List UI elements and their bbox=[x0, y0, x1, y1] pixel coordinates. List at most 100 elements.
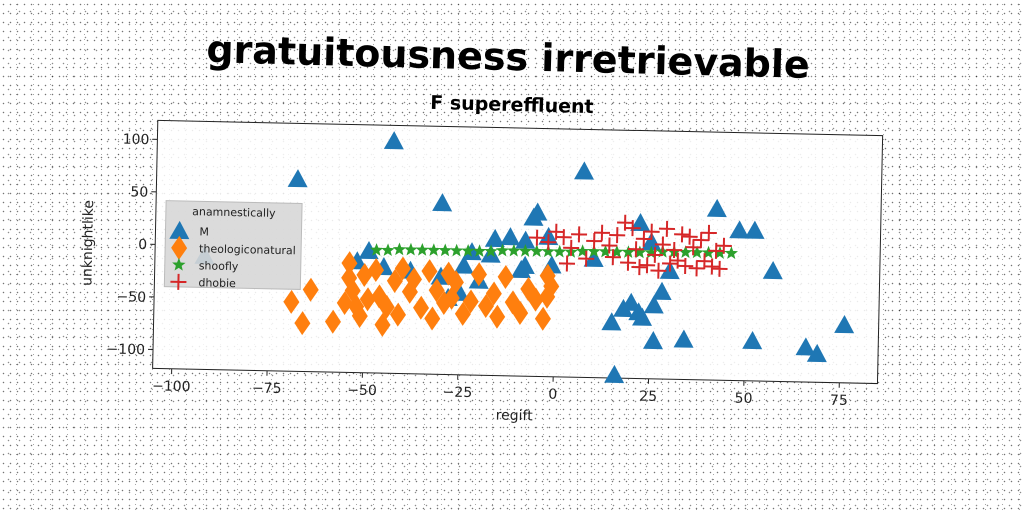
data-point-M bbox=[762, 261, 783, 280]
data-point-dhobie bbox=[650, 262, 667, 279]
data-point-theologiconatural bbox=[462, 289, 479, 314]
chart-subtitle: F supereffluent bbox=[430, 92, 594, 118]
data-point-theologiconatural bbox=[485, 281, 502, 306]
data-point-theologiconatural bbox=[324, 309, 341, 334]
data-point-dhobie bbox=[681, 228, 698, 245]
data-point-dhobie bbox=[666, 241, 683, 259]
data-point-theologiconatural bbox=[454, 301, 471, 326]
data-point-theologiconatural bbox=[504, 290, 521, 315]
data-point-theologiconatural bbox=[477, 293, 494, 318]
data-point-theologiconatural bbox=[344, 278, 361, 303]
data-point-theologiconatural bbox=[406, 267, 423, 292]
legend-label-theologiconatural: theologiconatural bbox=[199, 242, 296, 257]
data-point-shoofly bbox=[541, 244, 555, 258]
data-point-shoofly bbox=[518, 244, 532, 257]
data-point-theologiconatural bbox=[527, 287, 544, 312]
data-point-dhobie bbox=[555, 229, 572, 246]
data-point-theologiconatural bbox=[512, 301, 529, 326]
chart-title: gratuitousness irretrievable bbox=[206, 27, 810, 87]
plot-area: −100 −75 −50 −25 0 25 50 75 100 50 0 −50 −100 regift u… bbox=[79, 119, 884, 424]
data-point-dhobie bbox=[654, 236, 671, 253]
data-point-shoofly bbox=[472, 244, 487, 257]
data-point-theologiconatural bbox=[440, 261, 457, 286]
data-point-shoofly bbox=[438, 243, 452, 257]
y-axis-label: unknightlike bbox=[79, 200, 97, 286]
data-point-dhobie bbox=[540, 234, 557, 251]
data-point-dhobie bbox=[662, 255, 679, 272]
data-point-dhobie bbox=[685, 239, 702, 256]
data-point-M bbox=[620, 292, 641, 311]
data-point-M bbox=[630, 213, 651, 232]
data-point-dhobie bbox=[609, 227, 626, 244]
data-point-shoofly bbox=[415, 242, 429, 256]
data-point-theologiconatural bbox=[394, 256, 411, 281]
data-point-M bbox=[651, 281, 672, 301]
data-point-theologiconatural bbox=[424, 306, 441, 331]
y-tick-label: 50 bbox=[130, 184, 148, 200]
data-point-theologiconatural bbox=[386, 268, 403, 293]
data-point-dhobie bbox=[693, 232, 710, 249]
y-tick-label: −50 bbox=[116, 289, 146, 306]
data-point-M bbox=[432, 193, 453, 212]
x-tick-label: 75 bbox=[830, 393, 848, 409]
x-tick-label: −25 bbox=[442, 384, 472, 401]
data-point-shoofly bbox=[587, 244, 601, 258]
data-point-theologiconatural bbox=[539, 263, 556, 288]
data-point-M bbox=[834, 315, 855, 334]
x-tick-label: −100 bbox=[152, 378, 191, 395]
data-point-theologiconatural bbox=[294, 311, 311, 336]
data-point-shoofly bbox=[495, 243, 510, 257]
data-point-M bbox=[742, 330, 763, 350]
data-point-M bbox=[643, 295, 664, 314]
data-point-M bbox=[287, 169, 308, 188]
data-point-M bbox=[795, 337, 816, 356]
data-point-shoofly bbox=[507, 243, 521, 257]
data-point-M bbox=[484, 228, 505, 248]
y-tick-label: 100 bbox=[122, 132, 149, 149]
data-point-shoofly bbox=[552, 244, 567, 258]
data-point-theologiconatural bbox=[497, 264, 514, 289]
data-point-theologiconatural bbox=[539, 284, 556, 309]
data-point-theologiconatural bbox=[389, 302, 406, 327]
data-point-M bbox=[500, 227, 521, 246]
data-point-dhobie bbox=[674, 226, 691, 243]
data-point-M bbox=[515, 230, 536, 249]
data-point-M bbox=[453, 255, 474, 274]
data-point-M bbox=[632, 307, 653, 326]
data-point-theologiconatural bbox=[470, 262, 487, 287]
legend-label-M: M bbox=[199, 225, 209, 238]
data-point-theologiconatural bbox=[520, 277, 537, 301]
data-point-M bbox=[601, 312, 622, 331]
data-point-M bbox=[706, 198, 727, 218]
data-point-theologiconatural bbox=[368, 258, 385, 283]
legend-title: anamnestically bbox=[192, 205, 276, 220]
data-point-dhobie bbox=[586, 232, 603, 250]
data-point-M bbox=[673, 329, 694, 348]
data-point-dhobie bbox=[700, 224, 717, 241]
data-point-dhobie bbox=[578, 250, 595, 267]
data-point-dhobie bbox=[658, 220, 675, 237]
x-tick-label: −75 bbox=[252, 380, 282, 397]
legend-marker-M bbox=[169, 220, 190, 240]
data-point-theologiconatural bbox=[341, 265, 358, 290]
data-point-dhobie bbox=[643, 223, 660, 240]
data-point-shoofly bbox=[404, 242, 418, 256]
legend-label-shoofly: shoofly bbox=[199, 259, 239, 273]
y-tick-label: −100 bbox=[106, 341, 145, 358]
data-point-M bbox=[744, 220, 765, 239]
data-point-theologiconatural bbox=[356, 263, 373, 288]
data-point-shoofly bbox=[427, 243, 441, 257]
data-point-theologiconatural bbox=[489, 304, 506, 329]
data-point-theologiconatural bbox=[371, 284, 388, 309]
data-point-dhobie bbox=[703, 258, 720, 275]
data-point-shoofly bbox=[449, 243, 464, 257]
data-point-theologiconatural bbox=[336, 291, 353, 316]
data-point-dhobie bbox=[631, 259, 648, 276]
data-point-shoofly bbox=[575, 244, 590, 258]
data-point-M bbox=[806, 343, 827, 363]
data-point-shoofly bbox=[621, 245, 635, 258]
data-point-dhobie bbox=[620, 254, 637, 271]
x-tick-label: −50 bbox=[347, 382, 377, 399]
data-point-M bbox=[641, 232, 662, 251]
